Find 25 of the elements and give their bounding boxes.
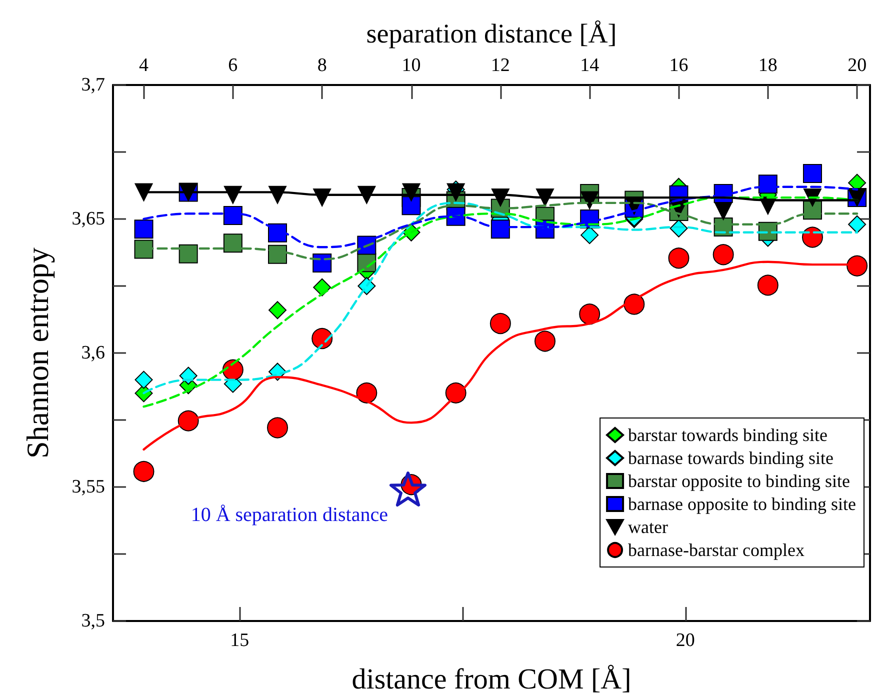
x2-tick-label: 14 [580,55,600,76]
legend-label: barnase-barstar complex [628,540,804,560]
legend-label: barnase opposite to binding site [628,494,856,514]
y-tick-label: 3,5 [81,610,105,632]
x2-tick-label: 20 [848,55,867,76]
y-tick-label: 3,7 [81,74,105,96]
x2-axis-title: separation distance [Å] [366,18,617,48]
x2-tick-label: 6 [228,55,238,76]
x-axis-title: distance from COM [Å] [352,664,632,696]
x2-tick-label: 18 [758,55,778,76]
annotation: 10 Å separation distance [190,504,388,527]
legend-label: barstar opposite to binding site [628,471,850,491]
y-axis-title: Shannon entropy [20,247,55,458]
legend-label: barnase towards binding site [628,448,834,468]
y-tick-label: 3,55 [72,476,105,498]
legend-label: barstar towards binding site [628,425,828,445]
y-tick-label: 3,65 [72,208,105,230]
x2-tick-label: 10 [402,55,421,76]
x-tick-label: 15 [230,630,250,651]
x2-tick-label: 16 [669,55,688,76]
x2-tick-label: 12 [490,55,510,76]
x2-tick-label: 8 [317,55,327,76]
legend-label: water [628,517,668,537]
x2-tick-label: 4 [139,55,150,76]
y-tick-label: 3,6 [81,342,105,364]
